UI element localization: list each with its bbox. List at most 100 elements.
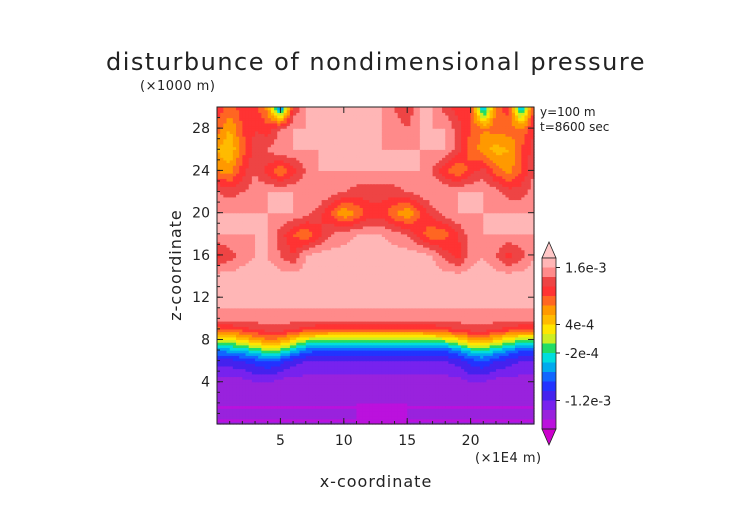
field-cell: [229, 315, 234, 319]
field-cell: [283, 376, 288, 380]
field-cell: [258, 400, 262, 404]
field-cell: [419, 389, 424, 393]
field-cell: [407, 421, 411, 425]
field-cell: [327, 360, 332, 364]
field-cell: [527, 384, 532, 388]
field-cell: [429, 387, 434, 391]
field-cell: [226, 331, 231, 335]
field-cell: [476, 347, 481, 351]
field-cell: [318, 336, 323, 341]
field-cell: [308, 342, 313, 346]
field-cell: [293, 336, 297, 341]
field-cell: [416, 405, 421, 409]
field-cell: [324, 363, 329, 367]
field-cell: [274, 331, 278, 335]
field-cell: [391, 376, 396, 380]
field-cell: [293, 402, 297, 407]
field-cell: [251, 405, 256, 409]
field-cell: [340, 328, 345, 333]
field-cell: [400, 357, 405, 362]
field-cell: [343, 363, 348, 367]
field-cell: [423, 371, 427, 375]
field-cell: [223, 336, 228, 341]
field-cell: [245, 305, 250, 309]
field-cell: [258, 405, 262, 409]
field-cell: [258, 336, 262, 341]
field-cell: [296, 392, 301, 396]
field-cell: [407, 320, 411, 325]
field-cell: [404, 323, 408, 327]
field-cell: [308, 318, 313, 322]
field-cell: [365, 331, 370, 335]
field-cell: [527, 352, 532, 356]
field-cell: [464, 334, 469, 338]
field-cell: [296, 371, 301, 375]
field-cell: [502, 400, 507, 404]
field-cell: [502, 344, 507, 348]
field-cell: [489, 357, 494, 362]
field-cell: [331, 402, 335, 407]
field-cell: [362, 365, 367, 370]
field-cell: [388, 363, 392, 367]
field-cell: [524, 339, 529, 343]
field-cell: [476, 336, 481, 341]
field-cell: [385, 347, 389, 351]
field-cell: [470, 360, 475, 364]
field-cell: [274, 313, 278, 317]
field-cell: [495, 310, 500, 314]
field-cell: [286, 328, 291, 333]
field-cell: [229, 307, 234, 312]
field-cell: [473, 355, 478, 359]
field-cell: [505, 307, 510, 312]
field-cell: [435, 418, 440, 422]
field-cell: [296, 376, 301, 380]
field-cell: [365, 376, 370, 380]
field-cell: [261, 323, 266, 327]
field-cell: [226, 320, 231, 325]
field-cell: [464, 315, 469, 319]
field-cell: [350, 352, 354, 356]
field-cell: [248, 389, 253, 393]
field-cell: [385, 405, 389, 409]
field-cell: [232, 342, 237, 346]
field-cell: [308, 392, 313, 396]
field-cell: [362, 342, 367, 346]
field-cell: [251, 368, 256, 372]
field-cell: [229, 350, 234, 354]
field-cell: [261, 305, 266, 309]
field-cell: [461, 410, 465, 415]
field-cell: [410, 408, 415, 412]
field-cell: [476, 373, 481, 378]
field-cell: [457, 394, 462, 399]
field-cell: [489, 315, 494, 319]
field-cell: [457, 320, 462, 325]
field-cell: [289, 389, 294, 393]
field-cell: [251, 334, 256, 338]
field-cell: [461, 365, 465, 370]
field-cell: [505, 357, 510, 362]
field-cell: [337, 313, 342, 317]
field-cell: [518, 313, 522, 317]
field-cell: [394, 318, 399, 322]
field-cell: [283, 320, 288, 325]
field-cell: [378, 387, 383, 391]
field-cell: [356, 379, 361, 383]
field-cell: [489, 355, 494, 359]
field-cell: [473, 357, 478, 362]
field-cell: [514, 350, 519, 354]
field-cell: [400, 315, 405, 319]
field-cell: [270, 360, 275, 364]
field-cell: [489, 331, 494, 335]
field-cell: [248, 381, 253, 385]
field-cell: [346, 368, 351, 372]
field-cell: [429, 397, 434, 401]
field-cell: [381, 410, 386, 415]
field-cell: [356, 389, 361, 393]
field-cell: [229, 413, 234, 417]
field-cell: [340, 315, 345, 319]
field-cell: [362, 402, 367, 407]
field-cell: [388, 421, 392, 425]
field-cell: [346, 421, 351, 425]
field-cell: [445, 331, 450, 335]
field-cell: [232, 368, 237, 372]
